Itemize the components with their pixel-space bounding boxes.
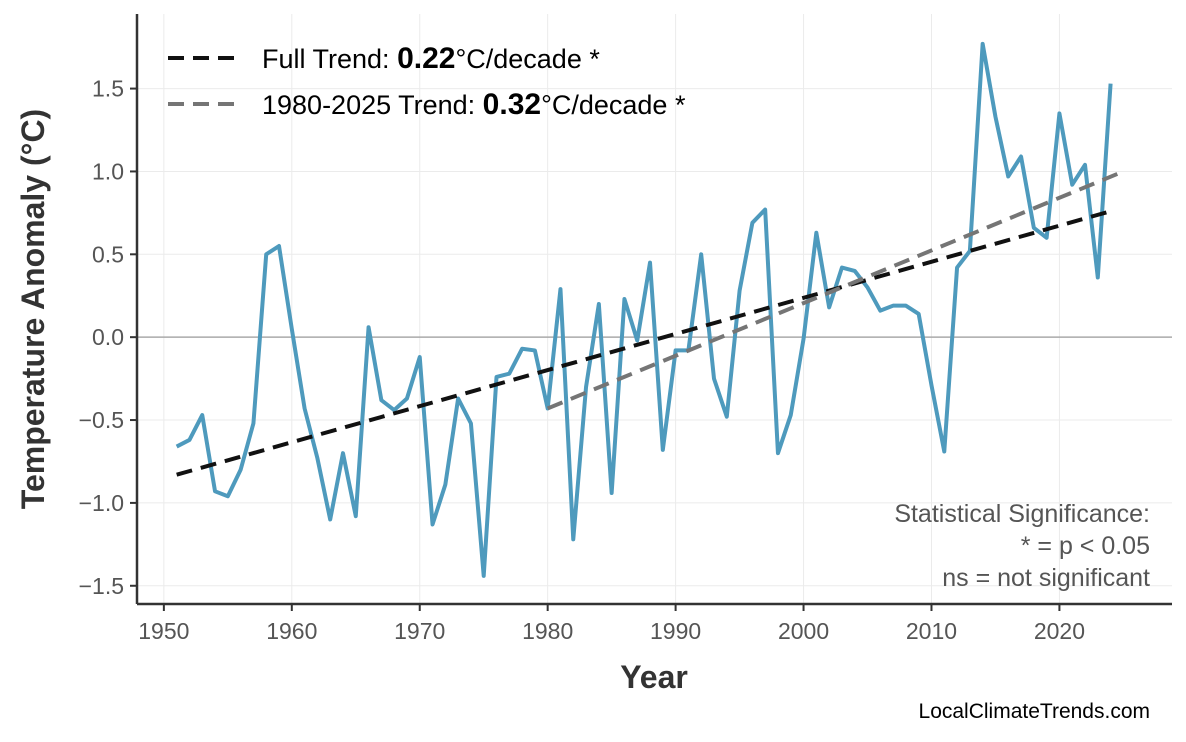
x-tick-label: 1970 (394, 618, 445, 644)
x-ticks: 1950 1960 1970 1980 1990 2000 2010 2020 (138, 604, 1085, 644)
y-tick-label: 0.0 (92, 324, 124, 350)
legend-entry: 1980-2025 Trend: 0.32°C/decade * (262, 88, 686, 121)
y-axis-label: Temperature Anomaly (°C) (15, 109, 51, 509)
legend-prefix: Full Trend: (262, 44, 397, 74)
x-axis-label: Year (620, 659, 688, 695)
anomaly-series (175, 41, 1113, 578)
significance-title: Statistical Significance: (894, 500, 1150, 528)
y-tick-label: 1.5 (92, 76, 124, 102)
legend-entry: Full Trend: 0.22°C/decade * (262, 42, 600, 75)
legend-suffix: °C/decade * (541, 90, 686, 120)
y-tick-label: −0.5 (79, 407, 124, 433)
x-tick-label: 2020 (1034, 618, 1085, 644)
legend-prefix: 1980-2025 Trend: (262, 90, 483, 120)
x-tick-label: 2010 (906, 618, 957, 644)
legend-trend-value: 0.22 (397, 42, 455, 75)
significance-ns: ns = not significant (942, 564, 1150, 592)
legend-trend-value: 0.32 (483, 88, 541, 121)
significance-star: * = p < 0.05 (1021, 532, 1150, 560)
credit: LocalClimateTrends.com (919, 700, 1150, 723)
legend: Full Trend: 0.22°C/decade *1980-2025 Tre… (168, 42, 686, 121)
y-tick-label: 0.5 (92, 241, 124, 267)
x-tick-label: 1990 (650, 618, 701, 644)
trend-lines (176, 169, 1125, 477)
full-trend-line (176, 209, 1112, 477)
y-tick-label: −1.0 (79, 490, 124, 516)
x-tick-label: 1980 (522, 618, 573, 644)
axes (135, 14, 1172, 606)
x-tick-label: 1950 (138, 618, 189, 644)
anomaly-line (175, 41, 1113, 578)
legend-suffix: °C/decade * (455, 44, 600, 74)
y-tick-label: 1.0 (92, 158, 124, 184)
y-tick-label: −1.5 (79, 573, 124, 599)
recent-trend-line (546, 169, 1125, 411)
x-tick-label: 1960 (266, 618, 317, 644)
x-tick-label: 2000 (778, 618, 829, 644)
y-ticks: −1.5 −1.0 −0.5 0.0 0.5 1.0 1.5 (79, 76, 137, 599)
significance-note: Statistical Significance: * = p < 0.05 n… (894, 500, 1150, 592)
